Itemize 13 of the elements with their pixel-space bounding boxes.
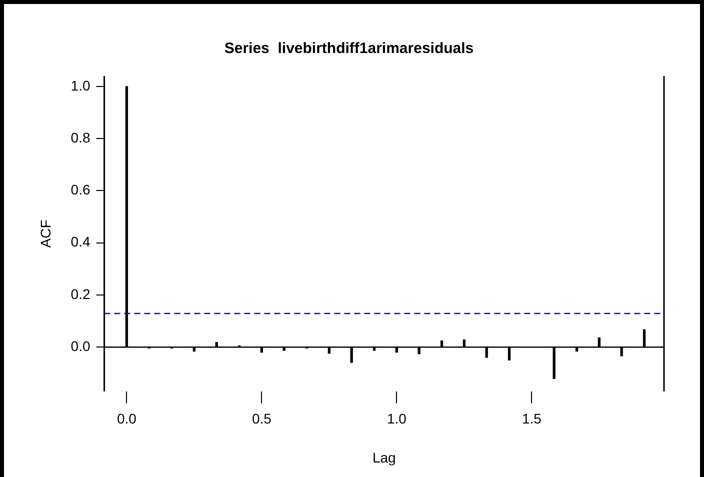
chart-title: Series livebirthdiff1arimaresiduals: [224, 40, 474, 58]
x-tick-label: 1.5: [522, 410, 542, 427]
x-tick-label: 0.5: [252, 410, 272, 427]
y-tick-label: 1.0: [70, 77, 90, 94]
y-tick-label: 0.0: [70, 338, 90, 354]
y-tick-label: 0.6: [70, 182, 90, 198]
y-tick-label: 0.4: [70, 234, 90, 250]
x-tick-label: 0.0: [116, 410, 137, 427]
x-tick-label: 1.0: [386, 410, 407, 427]
x-axis-title: Lag: [372, 449, 396, 466]
y-tick-label: 0.2: [70, 286, 90, 302]
y-axis-title: ACF: [37, 220, 54, 248]
y-tick-label: 0.8: [70, 129, 90, 146]
